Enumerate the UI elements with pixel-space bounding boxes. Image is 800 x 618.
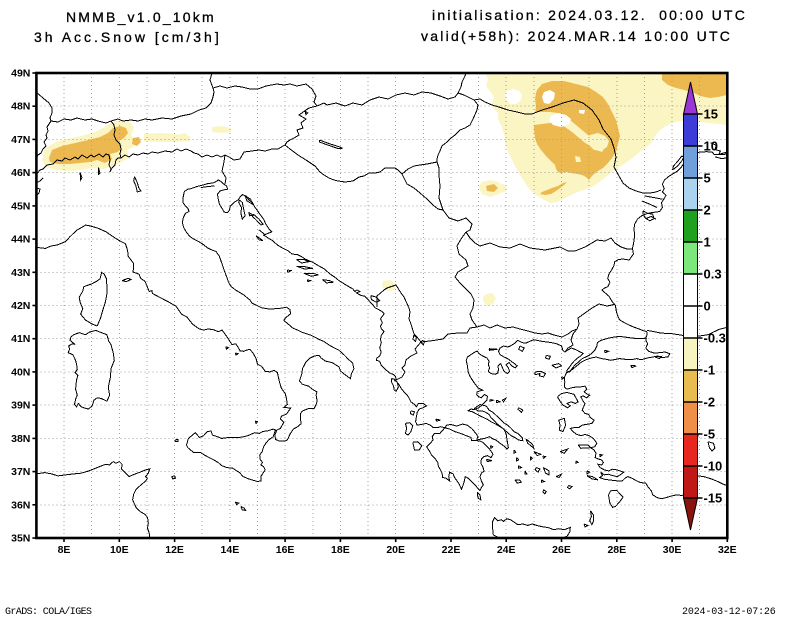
svg-text:39N: 39N	[11, 400, 30, 412]
svg-text:8E: 8E	[58, 544, 71, 556]
svg-text:-15: -15	[704, 491, 723, 506]
svg-text:26E: 26E	[552, 544, 571, 556]
svg-text:37N: 37N	[11, 466, 30, 478]
svg-text:42N: 42N	[11, 300, 30, 312]
svg-text:48N: 48N	[11, 101, 30, 113]
svg-text:0.3: 0.3	[704, 267, 722, 282]
svg-text:35N: 35N	[11, 533, 30, 545]
svg-text:10: 10	[704, 139, 718, 154]
svg-text:40N: 40N	[11, 366, 30, 378]
svg-text:49N: 49N	[11, 68, 30, 80]
svg-text:-0.3: -0.3	[704, 331, 726, 346]
svg-text:46N: 46N	[11, 167, 30, 179]
svg-text:-5: -5	[704, 427, 716, 442]
svg-text:38N: 38N	[11, 433, 30, 445]
svg-text:12E: 12E	[165, 544, 184, 556]
svg-text:41N: 41N	[11, 333, 30, 345]
svg-text:24E: 24E	[497, 544, 516, 556]
svg-text:28E: 28E	[607, 544, 626, 556]
svg-text:36N: 36N	[11, 499, 30, 511]
svg-text:20E: 20E	[386, 544, 405, 556]
svg-text:47N: 47N	[11, 134, 30, 146]
svg-text:2: 2	[704, 203, 711, 218]
svg-text:32E: 32E	[718, 544, 737, 556]
svg-text:-10: -10	[704, 459, 723, 474]
svg-text:45N: 45N	[11, 200, 30, 212]
svg-text:18E: 18E	[331, 544, 350, 556]
svg-text:22E: 22E	[442, 544, 461, 556]
svg-text:43N: 43N	[11, 267, 30, 279]
svg-text:10E: 10E	[110, 544, 129, 556]
svg-text:1: 1	[704, 235, 711, 250]
svg-text:14E: 14E	[221, 544, 240, 556]
svg-text:5: 5	[704, 171, 711, 186]
svg-text:15: 15	[704, 107, 718, 122]
svg-text:-2: -2	[704, 395, 716, 410]
svg-text:30E: 30E	[663, 544, 682, 556]
svg-text:16E: 16E	[276, 544, 295, 556]
svg-text:44N: 44N	[11, 234, 30, 246]
svg-text:0: 0	[704, 299, 711, 314]
svg-text:-1: -1	[704, 363, 716, 378]
